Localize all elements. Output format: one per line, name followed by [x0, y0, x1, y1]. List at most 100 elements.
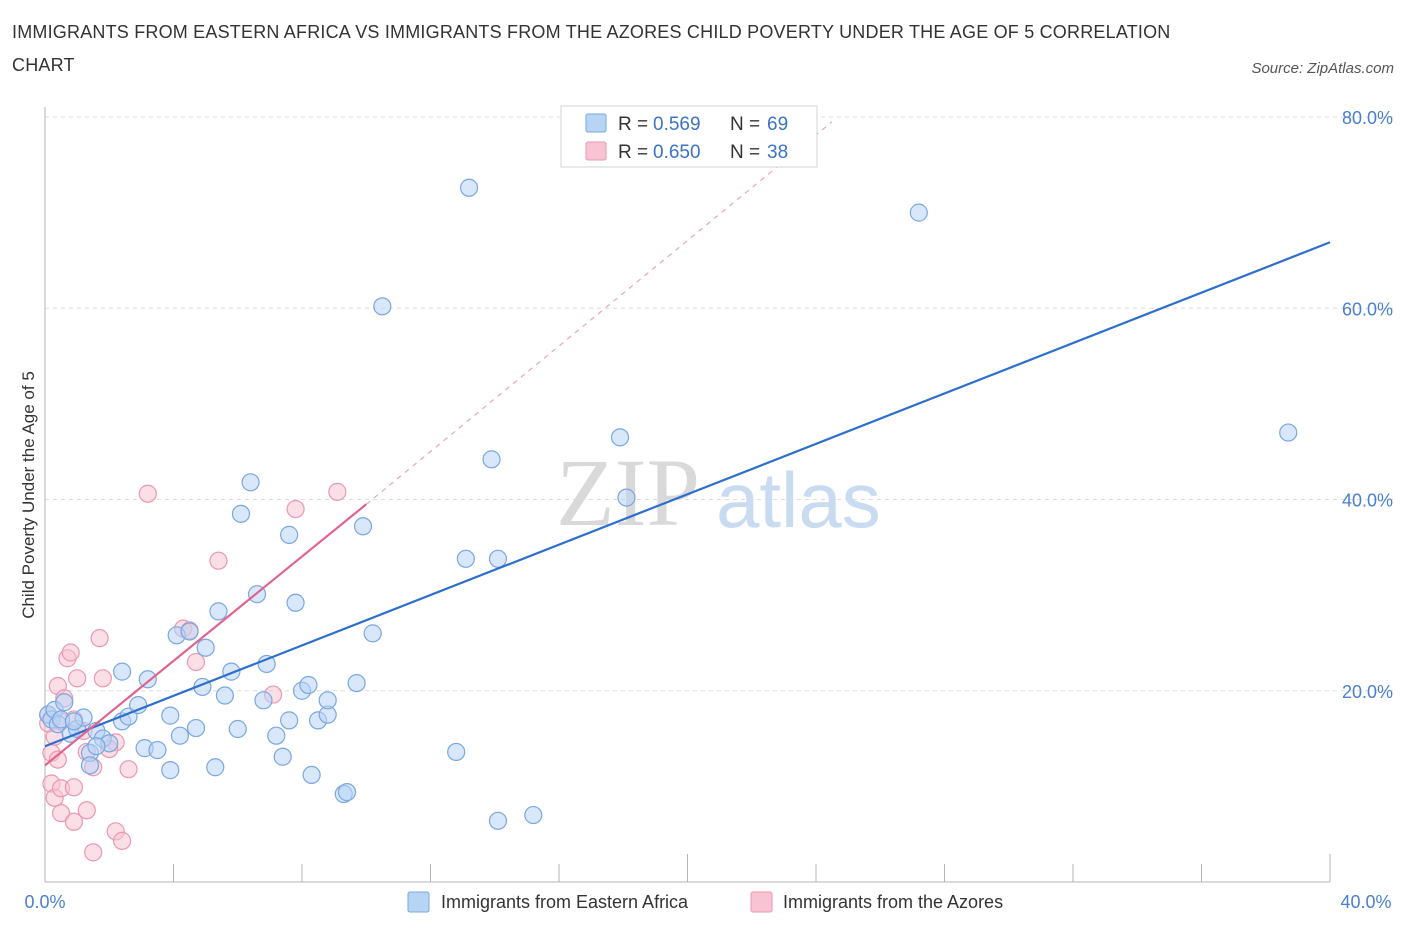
eastern-africa-point-50 — [353, 517, 373, 536]
eastern-africa-point-65 — [64, 712, 84, 731]
eastern-africa-point-49 — [347, 673, 366, 693]
bottom-legend-label-eastern-africa: Immigrants from Eastern Africa — [441, 892, 689, 912]
azores-point-13 — [93, 669, 112, 688]
chart-source: Source: ZipAtlas.com — [1251, 60, 1394, 77]
y-tick-label-20: 20.0% — [1342, 682, 1393, 702]
azores-point-12 — [90, 629, 109, 648]
azores-point-9 — [68, 669, 87, 688]
eastern-africa-point-31 — [209, 602, 228, 621]
azores-point-33 — [112, 831, 132, 850]
eastern-africa-point-23 — [186, 718, 206, 738]
azores-point-23 — [328, 482, 347, 501]
legend-r-label-1: R = — [618, 114, 648, 135]
eastern-africa-point-46 — [318, 691, 337, 710]
eastern-africa-point-21 — [161, 706, 180, 725]
azores-point-30 — [77, 801, 96, 820]
trend-extension-layer — [365, 121, 833, 505]
eastern-africa-point-30 — [215, 686, 234, 705]
chart-title: IMMIGRANTS FROM EASTERN AFRICA VS IMMIGR… — [12, 22, 1171, 75]
trend-line-azores — [44, 503, 367, 767]
legend-r-label-2: R = — [618, 142, 648, 163]
legend-swatch-blue — [585, 113, 607, 133]
legend-swatch-pink — [585, 141, 607, 161]
eastern-africa-point-63 — [254, 691, 273, 710]
azores-point-22 — [286, 499, 305, 519]
azores-point-26 — [51, 804, 71, 823]
eastern-africa-point-57 — [488, 549, 508, 568]
y-tick-label-80: 80.0% — [1342, 108, 1393, 128]
eastern-africa-point-17 — [138, 670, 157, 689]
eastern-africa-point-56 — [482, 450, 501, 469]
azores-point-32 — [84, 843, 103, 862]
eastern-africa-point-55 — [459, 178, 479, 197]
eastern-africa-point-38 — [280, 711, 299, 730]
grid-lines — [45, 116, 1395, 692]
eastern-africa-point-58 — [488, 811, 508, 830]
eastern-africa-point-51 — [363, 624, 382, 643]
y-tick-label-40: 40.0% — [1342, 491, 1393, 511]
x-axis-ticks — [173, 854, 1331, 882]
eastern-africa-point-36 — [267, 726, 286, 745]
eastern-africa-point-43 — [302, 765, 321, 785]
eastern-africa-point-33 — [241, 473, 260, 492]
legend-n-value-2: 38 — [767, 142, 788, 163]
legend-r-value-1: 0.569 — [653, 114, 701, 135]
azores-points — [39, 482, 347, 862]
eastern-africa-point-68 — [228, 719, 247, 739]
eastern-africa-point-12 — [80, 756, 100, 775]
legend-n-label-1: N = — [730, 114, 760, 135]
trend-lines — [44, 241, 1331, 767]
y-tick-label-60: 60.0% — [1342, 299, 1393, 319]
eastern-africa-point-39 — [280, 525, 299, 544]
y-tick-labels: 20.0% 40.0% 60.0% 80.0% — [1342, 108, 1393, 702]
legend-box: R = 0.569 N = 69 R = 0.650 N = 38 — [560, 105, 818, 168]
azores-point-7 — [61, 643, 80, 662]
eastern-africa-point-18 — [112, 662, 132, 681]
x-tick-label-max: 40.0% — [1340, 892, 1391, 912]
azores-point-29 — [64, 778, 84, 797]
eastern-africa-point-35 — [257, 654, 276, 674]
eastern-africa-point-54 — [456, 549, 475, 568]
eastern-africa-point-24 — [161, 761, 180, 780]
azores-point-35 — [48, 750, 67, 769]
eastern-africa-point-59 — [524, 805, 543, 825]
legend-r-value-2: 0.650 — [653, 142, 701, 163]
azores-point-28 — [64, 812, 84, 831]
eastern-africa-point-61 — [617, 488, 636, 507]
x-tick-label-min: 0.0% — [24, 892, 65, 912]
eastern-africa-point-25 — [206, 758, 225, 777]
azores-point-20 — [209, 551, 228, 570]
eastern-africa-point-64 — [87, 737, 106, 756]
eastern-africa-points — [39, 178, 1298, 830]
eastern-africa-point-52 — [373, 297, 392, 316]
azores-point-16 — [138, 484, 157, 503]
eastern-africa-point-20 — [148, 740, 167, 760]
y-axis-label: Child Poverty Under the Age of 5 — [19, 371, 38, 619]
eastern-africa-point-27 — [180, 622, 199, 641]
eastern-africa-point-67 — [1279, 423, 1298, 442]
eastern-africa-point-66 — [909, 203, 928, 222]
bottom-legend-swatch-blue — [407, 891, 430, 913]
watermark-atlas: atlas — [716, 456, 881, 544]
legend-n-value-1: 69 — [767, 114, 788, 135]
bottom-legend-swatch-pink — [750, 891, 773, 913]
eastern-africa-point-48 — [337, 783, 357, 802]
eastern-africa-point-28 — [196, 638, 215, 657]
eastern-africa-point-53 — [447, 742, 466, 762]
azores-point-19 — [186, 652, 206, 672]
trend-line-eastern-africa — [44, 241, 1331, 748]
eastern-africa-point-40 — [286, 593, 305, 612]
bottom-legend-label-azores: Immigrants from the Azores — [783, 892, 1003, 912]
eastern-africa-point-37 — [273, 747, 292, 766]
azores-point-15 — [119, 760, 138, 779]
eastern-africa-point-42 — [299, 675, 318, 695]
eastern-africa-point-60 — [610, 428, 630, 447]
eastern-africa-point-32 — [231, 504, 251, 523]
trend-extension-azores — [365, 121, 833, 505]
bottom-legend: Immigrants from Eastern Africa Immigrant… — [407, 891, 1003, 913]
eastern-africa-point-5 — [55, 693, 74, 712]
legend-n-label-2: N = — [730, 142, 760, 163]
eastern-africa-point-16 — [129, 695, 148, 715]
eastern-africa-point-22 — [170, 726, 190, 745]
